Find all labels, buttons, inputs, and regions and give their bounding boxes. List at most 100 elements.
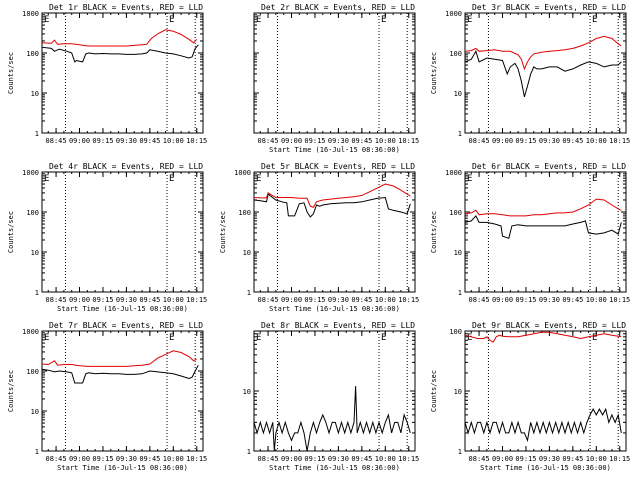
y-axis-label: Counts/sec: [430, 370, 438, 412]
x-axis-label: Start Time (16-Jul-15 08:36:00): [269, 305, 400, 313]
x-tick-label: 10:00: [375, 137, 396, 145]
y-axis-label: Counts/sec: [7, 52, 15, 94]
x-tick-label: 09:45: [139, 296, 160, 304]
x-tick-label: 10:15: [186, 137, 207, 145]
x-tick-label: 10:00: [586, 296, 607, 304]
x-tick-label: 09:30: [328, 296, 349, 304]
chart-panel-4: Det 4r BLACK = Events, RED = LLD 1 10 100 10…: [7, 162, 207, 313]
y-tick-label: 1000: [22, 10, 39, 18]
chart-panel-9: Det 9r BLACK = Events, RED = LLD 1 10 100 08…: [430, 321, 630, 472]
plot-frame: [253, 330, 416, 452]
x-tick-label: 10:00: [586, 455, 607, 463]
x-tick-label: 09:30: [539, 296, 560, 304]
x-tick-label: 10:15: [609, 296, 630, 304]
x-tick-label: 10:00: [163, 137, 184, 145]
event-marker-label: E: [467, 174, 472, 184]
x-tick-label: 09:45: [139, 137, 160, 145]
y-tick-label: 1: [247, 289, 251, 297]
chart-title: Det 6r BLACK = Events, RED = LLD: [472, 162, 626, 171]
x-tick-label: 09:15: [304, 137, 325, 145]
series-line-events: [41, 364, 199, 384]
y-tick-label: 100: [26, 50, 39, 58]
series-line-lld: [41, 350, 197, 367]
chart-title: Det 3r BLACK = Events, RED = LLD: [472, 3, 626, 12]
chart-title: Det 8r BLACK = Events, RED = LLD: [261, 321, 415, 330]
x-axis-label: Start Time (16-Jul-15 08:36:00): [269, 464, 400, 472]
x-tick-label: 09:45: [562, 455, 583, 463]
x-tick-label: 09:30: [328, 137, 349, 145]
x-tick-label: 09:00: [69, 296, 90, 304]
y-axis-label: Counts/sec: [7, 370, 15, 412]
event-marker-label: E: [256, 15, 261, 25]
y-tick-label: 1: [35, 289, 39, 297]
x-tick-label: 10:15: [609, 137, 630, 145]
chart-panel-6: Det 6r BLACK = Events, RED = LLD 1 10 100 10…: [430, 162, 630, 304]
y-tick-label: 10: [454, 388, 462, 396]
x-tick-label: 09:00: [492, 296, 513, 304]
y-axis-label: Counts/sec: [7, 211, 15, 253]
x-tick-label: 10:15: [398, 455, 419, 463]
x-tick-label: 09:30: [539, 455, 560, 463]
x-tick-label: 09:00: [69, 455, 90, 463]
x-tick-label: 09:15: [515, 455, 536, 463]
event-marker-label: E: [381, 333, 386, 343]
x-tick-label: 09:30: [116, 455, 137, 463]
x-tick-label: 10:00: [586, 137, 607, 145]
y-tick-label: 100: [449, 209, 462, 217]
event-marker-label: E: [256, 333, 261, 343]
chart-panel-2: Det 2r BLACK = Events, RED = LLD 08:45 09:…: [253, 3, 419, 154]
y-tick-label: 100: [449, 328, 462, 336]
x-tick-label: 09:15: [515, 137, 536, 145]
x-tick-label: 09:30: [539, 137, 560, 145]
x-tick-label: 09:15: [304, 455, 325, 463]
event-marker-label: E: [44, 15, 49, 25]
y-axis-label: Counts/sec: [430, 52, 438, 94]
y-axis-label: Counts/sec: [430, 211, 438, 253]
x-tick-label: 09:45: [562, 137, 583, 145]
y-tick-label: 10: [243, 249, 251, 257]
x-tick-label: 09:00: [281, 296, 302, 304]
event-marker-label: E: [467, 333, 472, 343]
plot-frame: [464, 12, 627, 134]
x-tick-label: 08:45: [258, 137, 279, 145]
x-axis-label: Start Time (16-Jul-15 08:36:00): [480, 464, 611, 472]
event-marker-label: E: [381, 174, 386, 184]
x-tick-label: 08:45: [258, 455, 279, 463]
y-tick-label: 1: [458, 130, 462, 138]
x-tick-label: 09:15: [92, 455, 113, 463]
y-tick-label: 1: [458, 289, 462, 297]
series-line-lld: [464, 198, 622, 217]
chart-title: Det 9r BLACK = Events, RED = LLD: [472, 321, 626, 330]
chart-title: Det 7r BLACK = Events, RED = LLD: [49, 321, 203, 330]
event-marker-label: E: [169, 15, 174, 25]
series-line-events: [464, 50, 622, 98]
plot-frame: [41, 330, 204, 452]
x-tick-label: 08:45: [46, 455, 67, 463]
y-tick-label: 10: [31, 249, 39, 257]
y-tick-label: 10: [31, 408, 39, 416]
series-line-events: [253, 193, 411, 218]
x-tick-label: 09:45: [351, 455, 372, 463]
x-tick-label: 10:15: [609, 455, 630, 463]
x-tick-label: 09:15: [304, 296, 325, 304]
chart-title: Det 2r BLACK = Events, RED = LLD: [261, 3, 415, 12]
x-tick-label: 09:15: [515, 296, 536, 304]
event-marker-label: E: [592, 15, 597, 25]
x-tick-label: 08:45: [469, 296, 490, 304]
y-tick-label: 10: [31, 90, 39, 98]
y-tick-label: 1000: [22, 169, 39, 177]
event-marker-label: E: [467, 15, 472, 25]
x-tick-label: 08:45: [46, 137, 67, 145]
event-marker-label: E: [44, 333, 49, 343]
series-line-events: [41, 44, 199, 63]
y-tick-label: 10: [454, 249, 462, 257]
x-tick-label: 10:15: [186, 296, 207, 304]
x-tick-label: 09:00: [492, 455, 513, 463]
x-tick-label: 08:45: [469, 137, 490, 145]
chart-panel-8: Det 8r BLACK = Events, RED = LLD 1 10 08:45…: [243, 321, 420, 472]
x-tick-label: 10:15: [398, 137, 419, 145]
x-tick-label: 08:45: [469, 455, 490, 463]
y-tick-label: 1000: [445, 169, 462, 177]
chart-panel-1: Det 1r BLACK = Events, RED = LLD 1 10 100 10…: [7, 3, 207, 145]
y-tick-label: 10: [243, 388, 251, 396]
